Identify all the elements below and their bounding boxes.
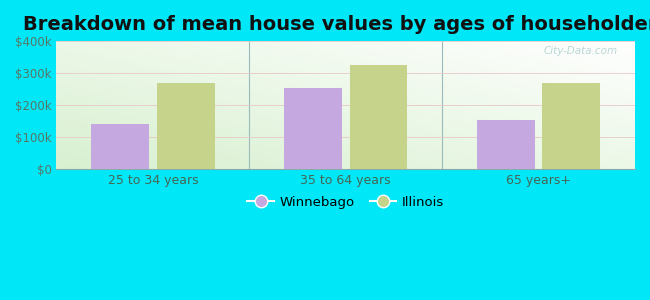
Text: City-Data.com: City-Data.com: [543, 46, 618, 56]
Title: Breakdown of mean house values by ages of householders: Breakdown of mean house values by ages o…: [23, 15, 650, 34]
Bar: [284, 88, 342, 169]
Bar: [157, 83, 215, 169]
Bar: [91, 124, 149, 169]
Bar: [477, 120, 535, 169]
Legend: Winnebago, Illinois: Winnebago, Illinois: [242, 190, 449, 214]
Bar: [543, 83, 601, 169]
Bar: [350, 65, 408, 169]
